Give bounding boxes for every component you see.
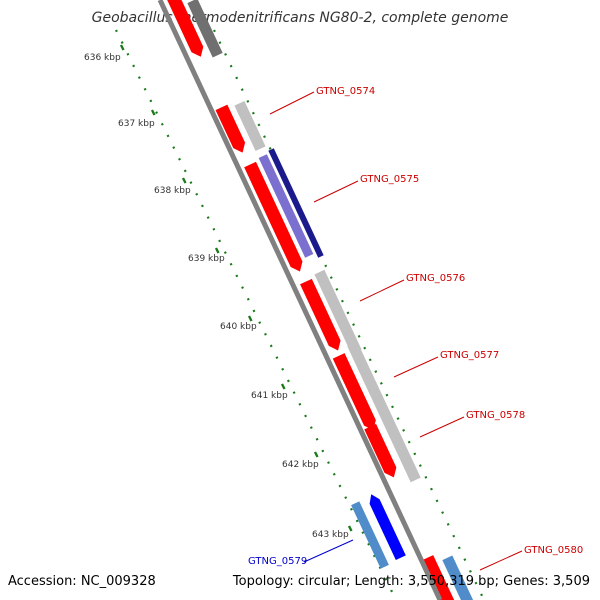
kbp-label: 636 kbp (84, 53, 121, 63)
gene-label-leader (313, 180, 359, 203)
gene-label-leader (269, 91, 315, 115)
kbp-label: 640 kbp (220, 322, 257, 332)
kbp-label: 642 kbp (282, 460, 319, 470)
gene-label[interactable]: GTNG_0579 (248, 556, 307, 567)
gene-feature[interactable] (332, 353, 379, 433)
gene-feature[interactable] (314, 269, 362, 355)
kbp-label: 638 kbp (154, 186, 191, 196)
kbp-label: 643 kbp (312, 530, 349, 540)
gene-label[interactable]: GTNG_0576 (406, 273, 465, 284)
major-tick (313, 451, 319, 458)
gene-feature[interactable] (364, 423, 399, 480)
tick-track-line (115, 29, 397, 600)
kbp-label: 641 kbp (251, 391, 288, 401)
gene-label-leader (393, 356, 439, 378)
tick-track-line (213, 29, 485, 600)
gene-feature[interactable] (421, 555, 458, 600)
major-tick (280, 383, 286, 390)
gene-label-leader (303, 539, 354, 563)
accession-text: Accession: NC_009328 (8, 574, 156, 589)
backbone-line (157, 0, 443, 600)
major-tick (247, 315, 253, 322)
gene-feature[interactable] (234, 101, 266, 151)
gene-feature[interactable] (347, 341, 421, 483)
major-tick (347, 525, 353, 532)
gene-label-leader (419, 416, 465, 438)
gene-feature[interactable] (215, 104, 249, 156)
major-tick (181, 177, 187, 184)
major-tick (214, 247, 220, 254)
gene-label-leader (359, 279, 405, 302)
gene-label-layer: GTNG_0574 GTNG_0575 GTNG_0576 GTNG_0577 GTNG… (248, 86, 583, 571)
gene-feature[interactable] (268, 148, 324, 258)
tick-track (115, 29, 485, 600)
gene-feature[interactable] (165, 0, 206, 59)
gene-feature[interactable] (244, 161, 306, 274)
major-tick (150, 109, 156, 116)
gene-label-leader (479, 550, 523, 571)
genome-summary-text: Topology: circular; Length: 3,550,319 bp… (232, 574, 590, 589)
gene-label[interactable]: GTNG_0574 (316, 86, 375, 97)
gene-label[interactable]: GTNG_0580 (524, 545, 583, 556)
kbp-label: 639 kbp (188, 254, 225, 264)
kbp-scale: 636 kbp 637 kbp 638 kbp 639 kbp 640 kbp 641 k… (84, 53, 349, 540)
gene-feature[interactable] (300, 278, 344, 353)
gene-feature[interactable] (351, 501, 389, 569)
gene-feature[interactable] (258, 154, 314, 258)
kbp-label: 637 kbp (118, 119, 155, 129)
gene-label[interactable]: GTNG_0578 (466, 410, 525, 421)
gene-feature[interactable] (187, 0, 223, 58)
gene-label[interactable]: GTNG_0577 (440, 350, 499, 361)
gene-label[interactable]: GTNG_0575 (360, 174, 419, 185)
major-tick (119, 44, 125, 51)
gene-feature[interactable] (366, 492, 406, 561)
